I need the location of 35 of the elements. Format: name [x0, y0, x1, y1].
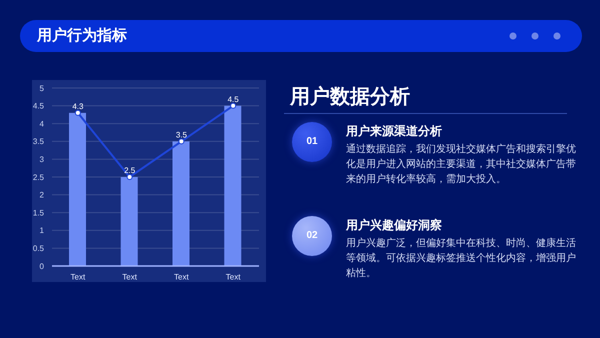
x-tick-label: Text — [174, 272, 190, 282]
data-label: 4.3 — [72, 102, 84, 111]
text: 02 — [305, 229, 319, 243]
bar — [172, 141, 190, 266]
point — [230, 102, 236, 109]
y-tick-label: 1.5 — [32, 208, 45, 218]
x-tick-label: Text — [226, 272, 242, 282]
text: 用户数据分析 — [290, 84, 410, 110]
bar — [224, 106, 242, 266]
y-tick-label: 4.5 — [32, 102, 45, 111]
data-label: 3.5 — [176, 130, 188, 140]
x-tick-label: Text — [122, 272, 138, 282]
y-tick-label: 2.5 — [32, 172, 45, 182]
y-tick-label: 0.5 — [32, 244, 45, 254]
text: 用户来源渠道分析 — [346, 123, 442, 139]
y-tick-label: 5 — [40, 84, 45, 93]
point — [74, 110, 81, 116]
x-tick-label: Text — [70, 272, 86, 282]
y-tick-label: 1 — [40, 226, 45, 236]
y-tick-label: 3 — [40, 155, 45, 164]
point — [178, 138, 184, 144]
y-tick-label: 4 — [40, 119, 45, 128]
data-label: 4.5 — [228, 94, 240, 104]
y-tick-label: 0 — [40, 262, 45, 271]
text: 通过数据追踪，我们发现社交媒体广告和搜索引擎优化是用户进入网站的主要渠道，其中社交媒体广告带来的用户转化率较高，需加大投入。 — [346, 142, 577, 187]
text: 01 — [305, 135, 319, 149]
bar — [120, 177, 138, 266]
text: 用户兴趣广泛，但偏好集中在科技、时尚、健康生活等领域。可依据兴趣标签推送个性化内容，增强用户粘性。 — [346, 236, 577, 281]
text: 用户兴趣偏好洞察 — [346, 217, 442, 233]
bar — [69, 112, 86, 266]
y-tick-label: 3.5 — [32, 137, 45, 146]
y-tick-label: 2 — [40, 190, 45, 200]
data-label: 2.5 — [124, 166, 136, 175]
chart-title: 用户行为指标 — [37, 27, 127, 45]
point — [126, 174, 133, 180]
